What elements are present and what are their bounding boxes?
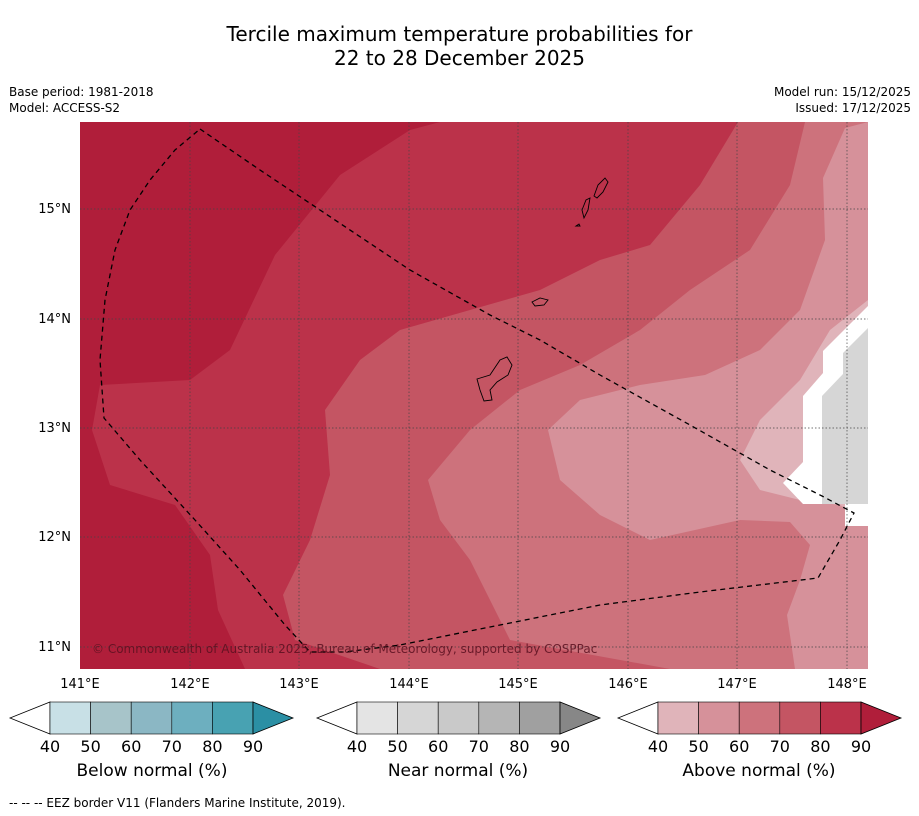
lon-label: 145°E bbox=[498, 677, 538, 692]
colorbar-segment bbox=[738, 701, 781, 735]
map-svg: © Commonwealth of Australia 2025, Bureau… bbox=[38, 122, 868, 692]
colorbar-tick-label: 50 bbox=[387, 737, 407, 756]
lon-label: 143°E bbox=[279, 677, 319, 692]
lat-label: 11°N bbox=[38, 640, 71, 655]
island-saipan bbox=[593, 177, 609, 199]
colorbar-title-near: Near normal (%) bbox=[387, 761, 529, 781]
lon-label: 148°E bbox=[827, 677, 867, 692]
colorbar-tick-label: 70 bbox=[770, 737, 790, 756]
colorbar-tick-label: 90 bbox=[851, 737, 871, 756]
colorbar-segment bbox=[698, 701, 740, 735]
near-normal-zone bbox=[822, 328, 868, 504]
colorbar-extend-low bbox=[315, 701, 358, 735]
meta-left: Base period: 1981-2018 Model: ACCESS-S2 bbox=[9, 84, 154, 116]
colorbar-tick-label: 60 bbox=[428, 737, 448, 756]
lat-label: 15°N bbox=[38, 202, 71, 217]
gridlines bbox=[80, 122, 868, 669]
colorbar-segment bbox=[49, 701, 91, 735]
colorbar-tick-label: 90 bbox=[243, 737, 263, 756]
colorbar-extend-low bbox=[8, 701, 51, 735]
zone-50 bbox=[548, 122, 868, 669]
colorbar-segment bbox=[779, 701, 821, 735]
colorbar-tick-label: 70 bbox=[469, 737, 489, 756]
colorbar-near-normal: 40 50 60 70 80 90 bbox=[315, 701, 602, 756]
issued-date: Issued: 17/12/2025 bbox=[795, 101, 911, 115]
island-aguijan bbox=[574, 223, 581, 227]
colorbar-tick-label: 40 bbox=[40, 737, 60, 756]
colorbar-extend-high bbox=[252, 701, 295, 735]
colorbar-segment bbox=[171, 701, 213, 735]
colorbar-segment bbox=[212, 701, 254, 735]
footnote: -- -- -- EEZ border V11 (Flanders Marine… bbox=[9, 796, 346, 810]
lat-label: 12°N bbox=[38, 530, 71, 545]
colorbar-tick-label: 80 bbox=[202, 737, 222, 756]
colorbar-segment bbox=[397, 701, 439, 735]
colorbar-above-normal: 40 50 60 70 80 90 bbox=[616, 701, 903, 756]
colorbar-segment bbox=[90, 701, 132, 735]
colorbar-extend-high bbox=[559, 701, 602, 735]
lat-label: 13°N bbox=[38, 421, 71, 436]
colorbar-extend-high bbox=[860, 701, 903, 735]
lon-label: 142°E bbox=[170, 677, 210, 692]
probability-fill bbox=[80, 122, 868, 669]
colorbar-tick-label: 60 bbox=[121, 737, 141, 756]
island-guam bbox=[476, 356, 513, 402]
colorbar-tick-label: 50 bbox=[80, 737, 100, 756]
colorbar-below-normal: 40 50 60 70 80 90 bbox=[8, 701, 295, 756]
lat-label: 14°N bbox=[38, 312, 71, 327]
colorbar-title-below: Below normal (%) bbox=[76, 761, 228, 781]
island-rota bbox=[531, 297, 549, 307]
island-tinian bbox=[581, 197, 591, 220]
title-line-2: 22 to 28 December 2025 bbox=[333, 46, 585, 70]
lon-labels: 141°E 142°E 143°E 144°E 145°E 146°E 147°… bbox=[60, 677, 867, 692]
colorbar-tick-label: 90 bbox=[550, 737, 570, 756]
colorbar-segment bbox=[130, 701, 173, 735]
lon-label: 144°E bbox=[389, 677, 429, 692]
colorbar-tick-label: 40 bbox=[648, 737, 668, 756]
colorbar-segment bbox=[437, 701, 480, 735]
colorbar-segment bbox=[356, 701, 398, 735]
colorbar-tick-label: 60 bbox=[729, 737, 749, 756]
colorbar-segment bbox=[657, 701, 699, 735]
model-name: Model: ACCESS-S2 bbox=[9, 101, 121, 115]
lat-labels: 15°N 14°N 13°N 12°N 11°N bbox=[38, 202, 71, 655]
colorbar-tick-label: 80 bbox=[509, 737, 529, 756]
copyright-text: © Commonwealth of Australia 2025, Bureau… bbox=[92, 642, 597, 656]
lon-label: 146°E bbox=[608, 677, 648, 692]
map-title: Tercile maximum temperature probabilitie… bbox=[0, 22, 919, 70]
base-period: Base period: 1981-2018 bbox=[9, 85, 154, 99]
colorbar-segment bbox=[820, 701, 862, 735]
meta-right: Model run: 15/12/2025 Issued: 17/12/2025 bbox=[774, 84, 911, 116]
colorbar-title-above: Above normal (%) bbox=[682, 761, 836, 781]
colorbar-tick-label: 70 bbox=[162, 737, 182, 756]
eez-border bbox=[99, 128, 855, 653]
lon-label: 147°E bbox=[717, 677, 757, 692]
colorbar-segment bbox=[519, 701, 561, 735]
colorbar-extend-low bbox=[616, 701, 659, 735]
model-run: Model run: 15/12/2025 bbox=[773, 85, 911, 99]
colorbars: 40 50 60 70 80 90 40 50 60 70 80 90 40 50 60 70 80 90 bbox=[8, 701, 903, 756]
colorbar-tick-label: 40 bbox=[347, 737, 367, 756]
colorbar-segment bbox=[478, 701, 520, 735]
lon-label: 141°E bbox=[60, 677, 100, 692]
colorbar-tick-label: 80 bbox=[810, 737, 830, 756]
islands bbox=[476, 177, 609, 402]
title-line-1: Tercile maximum temperature probabilitie… bbox=[226, 22, 693, 46]
colorbar-tick-label: 50 bbox=[688, 737, 708, 756]
